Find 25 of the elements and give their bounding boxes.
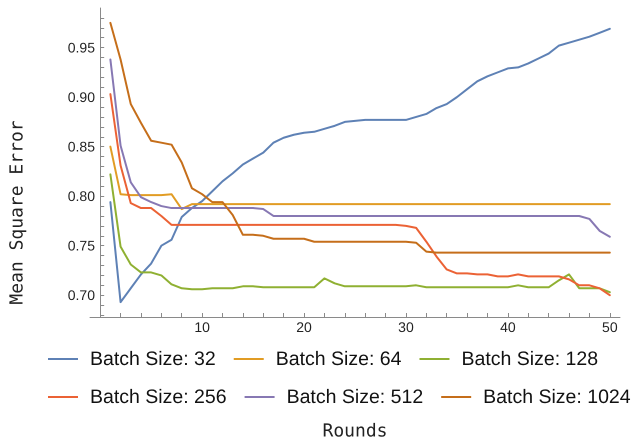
y-tick-label: 0.95 (68, 40, 96, 56)
legend-label: Batch Size: 128 (461, 348, 598, 370)
line-series (109, 58, 611, 238)
line-series (109, 93, 611, 296)
x-tick-label: 20 (296, 319, 312, 335)
y-tick-label: 0.80 (68, 188, 96, 204)
x-axis-title: Rounds (322, 420, 388, 442)
legend-label: Batch Size: 256 (90, 386, 227, 408)
y-tick-label: 0.75 (68, 238, 96, 254)
legend-label: Batch Size: 32 (90, 348, 216, 370)
x-tick-label: 30 (398, 319, 414, 335)
line-series (109, 173, 611, 294)
y-tick-label: 0.70 (68, 287, 96, 304)
x-tick-label: 40 (500, 319, 516, 335)
line-series (109, 28, 611, 304)
x-tick-label: 50 (602, 319, 618, 335)
y-axis-title: Mean Square Error (6, 120, 28, 305)
y-tick-label: 0.85 (68, 138, 96, 155)
x-tick-label: 10 (194, 319, 210, 335)
legend-label: Batch Size: 64 (276, 348, 402, 370)
line-series (109, 22, 611, 254)
legend-label: Batch Size: 1024 (483, 386, 631, 408)
line-series (109, 146, 611, 210)
legend-label: Batch Size: 512 (286, 386, 424, 408)
y-tick-label: 0.90 (68, 89, 96, 106)
